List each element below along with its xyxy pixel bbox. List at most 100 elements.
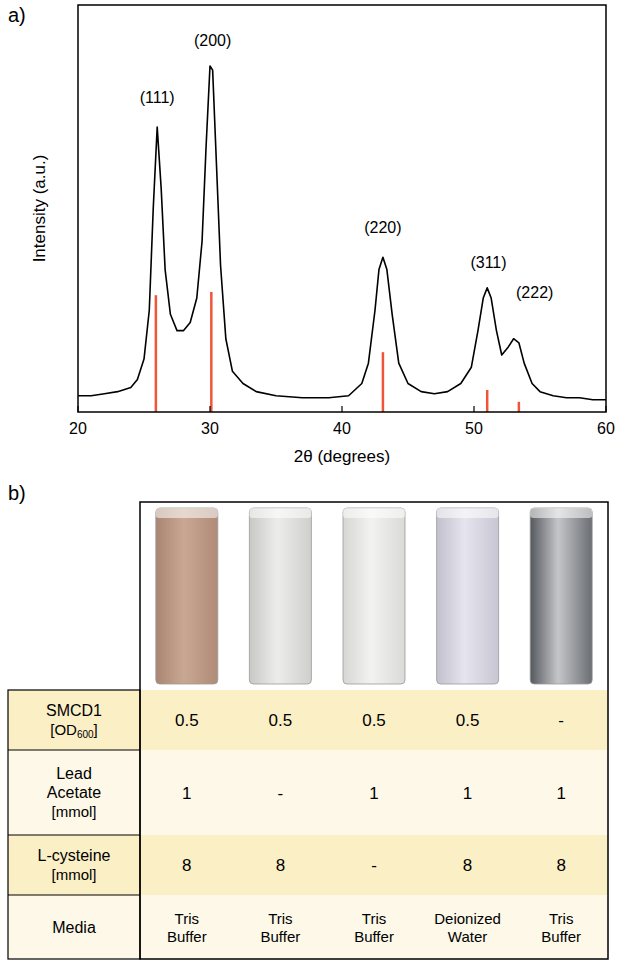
table-cell: 1 — [556, 784, 565, 803]
row-label: L-cysteine — [38, 847, 111, 864]
cell-line: - — [558, 711, 564, 730]
table-cell: DeionizedWater — [434, 910, 501, 945]
panel-label: b) — [8, 482, 26, 504]
cell-line: Buffer — [541, 928, 581, 945]
unit-subscript: 600 — [77, 729, 94, 740]
cell-line: 0.5 — [456, 711, 480, 730]
row-label: SMCD1 — [46, 702, 102, 719]
vial-rim — [156, 508, 218, 518]
cell-line: 8 — [556, 856, 565, 875]
panel-label: a) — [8, 4, 26, 26]
vial — [343, 508, 405, 684]
cell-line: Buffer — [261, 928, 301, 945]
cell-line: 8 — [276, 856, 285, 875]
cell-line: Tris — [549, 910, 573, 927]
cell-line: Deionized — [434, 910, 501, 927]
peak-label: (200) — [194, 32, 231, 49]
row-label-line: Media — [52, 919, 96, 936]
row-unit: [mmol] — [52, 803, 97, 820]
cell-line: 1 — [556, 784, 565, 803]
cell-line: Tris — [268, 910, 292, 927]
row-label-line: Lead — [56, 765, 92, 782]
vial-rim — [343, 508, 405, 518]
table-cell: 0.5 — [175, 711, 199, 730]
reference-stick — [155, 295, 158, 412]
table-cell: 1 — [182, 784, 191, 803]
vial — [437, 508, 499, 684]
cell-line: Buffer — [354, 928, 394, 945]
table-cell: - — [371, 856, 377, 875]
cell-line: 8 — [182, 856, 191, 875]
x-tick — [473, 406, 474, 412]
table-cell: - — [278, 784, 284, 803]
cell-line: Tris — [175, 910, 199, 927]
peak-label: (111) — [140, 89, 175, 106]
cell-line: 0.5 — [362, 711, 386, 730]
row-band — [8, 750, 608, 835]
cell-line: 0.5 — [175, 711, 199, 730]
row-label-line: L-cysteine — [38, 847, 111, 864]
cell-line: 8 — [463, 856, 472, 875]
x-tick-label: 40 — [333, 420, 351, 437]
unit-prefix: [mmol] — [52, 803, 97, 820]
x-tick — [77, 406, 78, 412]
row-label: Media — [52, 919, 96, 936]
label-divider — [8, 895, 140, 896]
reference-stick — [486, 390, 489, 412]
peak-label: (220) — [364, 219, 401, 236]
row-label: LeadAcetate — [47, 765, 101, 801]
table-cell: 8 — [556, 856, 565, 875]
row-band — [8, 835, 608, 895]
cell-line: - — [371, 856, 377, 875]
table-cell: 0.5 — [362, 711, 386, 730]
row-unit: [mmol] — [52, 866, 97, 883]
vial — [249, 508, 311, 684]
reference-stick — [210, 292, 213, 412]
photo-area — [140, 502, 608, 690]
table-frame — [140, 502, 608, 959]
table-cell: 0.5 — [269, 711, 293, 730]
vial — [156, 508, 218, 684]
reference-stick — [518, 402, 521, 412]
row-band — [8, 895, 608, 959]
label-divider — [8, 750, 140, 751]
y-axis-title: Intensity (a.u.) — [30, 155, 49, 263]
x-tick — [605, 406, 606, 412]
cell-line: Buffer — [167, 928, 207, 945]
reference-stick — [382, 352, 385, 412]
x-tick — [341, 406, 342, 412]
cell-line: 0.5 — [269, 711, 293, 730]
row-label-line: SMCD1 — [46, 702, 102, 719]
unit-suffix: ] — [94, 721, 98, 738]
xrd-pattern — [78, 66, 606, 400]
x-axis-title: 2θ (degrees) — [294, 447, 390, 466]
table-cell: 8 — [276, 856, 285, 875]
table-cell: TrisBuffer — [261, 910, 301, 945]
plot-frame — [78, 5, 606, 412]
vial-rim — [437, 508, 499, 518]
cell-line: 1 — [369, 784, 378, 803]
x-tick — [209, 406, 210, 412]
table-cell: - — [558, 711, 564, 730]
vial-rim — [249, 508, 311, 518]
table-cell: 0.5 — [456, 711, 480, 730]
row-unit: [OD600] — [50, 721, 98, 740]
table-cell: TrisBuffer — [541, 910, 581, 945]
cell-line: - — [278, 784, 284, 803]
table-cell: 1 — [369, 784, 378, 803]
vial-rim — [530, 508, 592, 518]
row-band — [8, 690, 608, 750]
table-cell: TrisBuffer — [354, 910, 394, 945]
x-tick-label: 50 — [465, 420, 483, 437]
vial — [530, 508, 592, 684]
x-tick-label: 20 — [69, 420, 87, 437]
cell-line: 1 — [463, 784, 472, 803]
plot-marks — [78, 66, 606, 412]
x-tick-label: 60 — [597, 420, 615, 437]
peak-label: (311) — [470, 254, 506, 271]
label-divider — [8, 835, 140, 836]
x-tick-label: 30 — [201, 420, 219, 437]
cell-line: Water — [448, 928, 487, 945]
cell-line: 1 — [182, 784, 191, 803]
table-cell: 1 — [463, 784, 472, 803]
